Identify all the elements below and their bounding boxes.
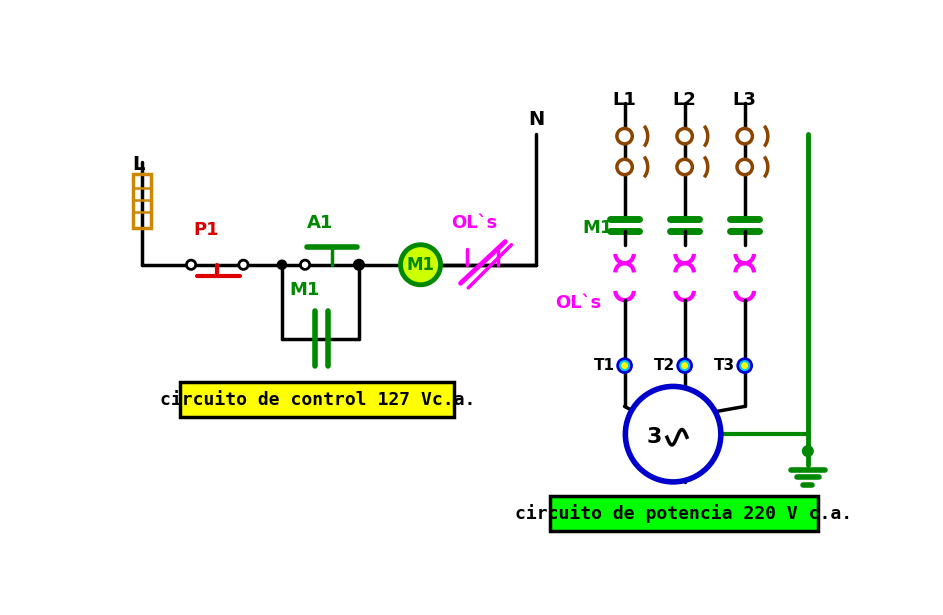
Text: T1: T1 xyxy=(594,358,616,373)
Circle shape xyxy=(187,260,196,269)
Text: OL`s: OL`s xyxy=(555,294,602,312)
Bar xyxy=(180,382,454,417)
Text: M1: M1 xyxy=(582,219,613,237)
Text: T2: T2 xyxy=(654,358,675,373)
Text: circuito de potencia 220 V c.a.: circuito de potencia 220 V c.a. xyxy=(515,504,852,523)
Circle shape xyxy=(356,261,363,269)
Circle shape xyxy=(617,159,633,175)
Text: M1: M1 xyxy=(290,280,320,299)
Circle shape xyxy=(625,386,720,482)
Circle shape xyxy=(803,446,813,456)
Circle shape xyxy=(677,159,692,175)
Text: 3: 3 xyxy=(647,427,662,447)
Circle shape xyxy=(677,129,692,144)
Text: L: L xyxy=(133,154,145,173)
Circle shape xyxy=(617,129,633,144)
Text: A1: A1 xyxy=(307,215,334,232)
Bar xyxy=(550,496,818,531)
Circle shape xyxy=(678,359,691,373)
Circle shape xyxy=(682,363,687,368)
Circle shape xyxy=(301,260,309,269)
Text: OL`s: OL`s xyxy=(452,215,498,232)
Text: L3: L3 xyxy=(733,91,756,109)
Text: N: N xyxy=(528,110,545,129)
Circle shape xyxy=(355,260,364,269)
Text: T3: T3 xyxy=(715,358,736,373)
Circle shape xyxy=(737,159,753,175)
Text: L1: L1 xyxy=(613,91,637,109)
Circle shape xyxy=(621,363,627,368)
Circle shape xyxy=(737,359,752,373)
Text: P1: P1 xyxy=(193,221,219,239)
Circle shape xyxy=(239,260,248,269)
Text: M1: M1 xyxy=(406,256,435,274)
Text: L2: L2 xyxy=(672,91,697,109)
Bar xyxy=(133,174,151,228)
Text: circuito de control 127 Vc.a.: circuito de control 127 Vc.a. xyxy=(159,391,475,408)
Circle shape xyxy=(618,359,632,373)
Circle shape xyxy=(742,363,748,368)
Circle shape xyxy=(278,261,286,269)
Circle shape xyxy=(737,129,753,144)
Circle shape xyxy=(401,245,440,285)
